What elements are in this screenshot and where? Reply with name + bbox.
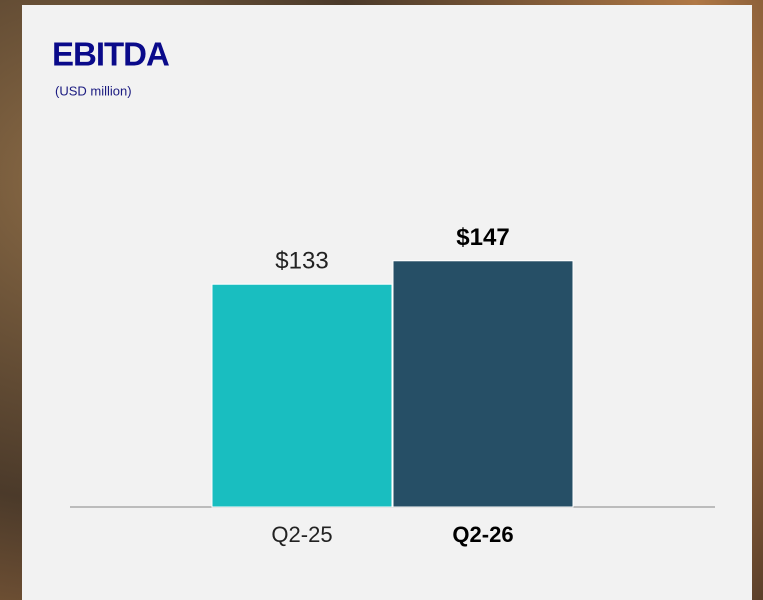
- chart-subtitle: (USD million): [55, 83, 132, 98]
- value-label: $133: [275, 248, 328, 275]
- chart-title: EBITDA: [52, 36, 169, 73]
- x-tick-label: Q2-25: [271, 522, 332, 547]
- bar: [211, 283, 393, 508]
- value-label: $147: [456, 224, 509, 251]
- bar: [392, 260, 574, 508]
- x-tick-label: Q2-26: [452, 522, 513, 547]
